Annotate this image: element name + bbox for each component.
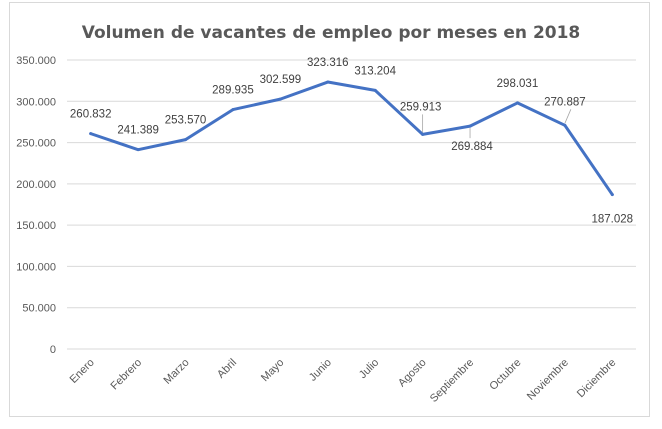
data-point [515,101,519,105]
x-axis-categories: Enero Febrero Marzo Abril Mayo Junio Julio Agos… [68,357,619,405]
data-label: 298.031 [497,78,539,90]
series-line [89,80,614,197]
chart-title: Volumen de vacantes de empleo por meses … [82,23,581,43]
data-point [231,108,235,112]
y-tick-label: 150.000 [16,220,56,232]
data-label: 253.570 [165,115,207,127]
data-label: 323.316 [307,57,349,69]
data-label: 302.599 [260,74,302,86]
data-point [373,88,377,92]
x-category-label: Enero [68,357,97,386]
x-category-label: Febrero [109,357,145,393]
x-category-label: Agosto [396,357,429,390]
data-labels: 260.832 241.389 253.570 289.935 302.599 323.3… [70,57,633,226]
y-tick-label: 100.000 [16,261,56,273]
data-label: 270.887 [544,96,586,108]
data-point [326,80,330,84]
data-point [421,132,425,136]
data-point [610,193,614,197]
x-category-label: Octubre [487,357,523,393]
data-point [468,124,472,128]
data-label: 289.935 [212,85,254,97]
y-tick-label: 350.000 [16,55,56,67]
data-point [278,97,282,101]
x-category-label: Noviembre [525,357,571,403]
x-category-label: Julio [357,357,381,381]
data-label: 269.884 [451,141,493,153]
x-category-label: Abril [215,357,239,381]
data-label: 187.028 [592,214,634,226]
data-point [563,123,567,127]
gridlines [67,59,636,350]
x-category-label: Diciembre [575,357,618,400]
y-axis-ticks: 0 50.000 100.000 150.000 200.000 250.000 300.0… [16,55,56,356]
data-label: 313.204 [354,65,396,77]
y-tick-label: 200.000 [16,179,56,191]
chart-frame [9,2,650,417]
series-group [89,80,614,197]
x-category-label: Septiembre [428,357,476,405]
data-label: 241.389 [117,125,159,137]
x-category-label: Junio [307,357,334,384]
data-label: 260.832 [70,109,112,121]
y-tick-label: 0 [50,344,56,356]
x-category-label: Marzo [162,357,192,387]
leader-line [564,109,572,124]
data-point [136,148,140,152]
y-tick-label: 250.000 [16,138,56,150]
data-point [184,138,188,142]
data-point [89,132,93,136]
x-category-label: Mayo [259,357,287,385]
y-tick-label: 50.000 [22,303,56,315]
data-label: 259.913 [400,101,442,113]
y-tick-label: 300.000 [16,96,56,108]
